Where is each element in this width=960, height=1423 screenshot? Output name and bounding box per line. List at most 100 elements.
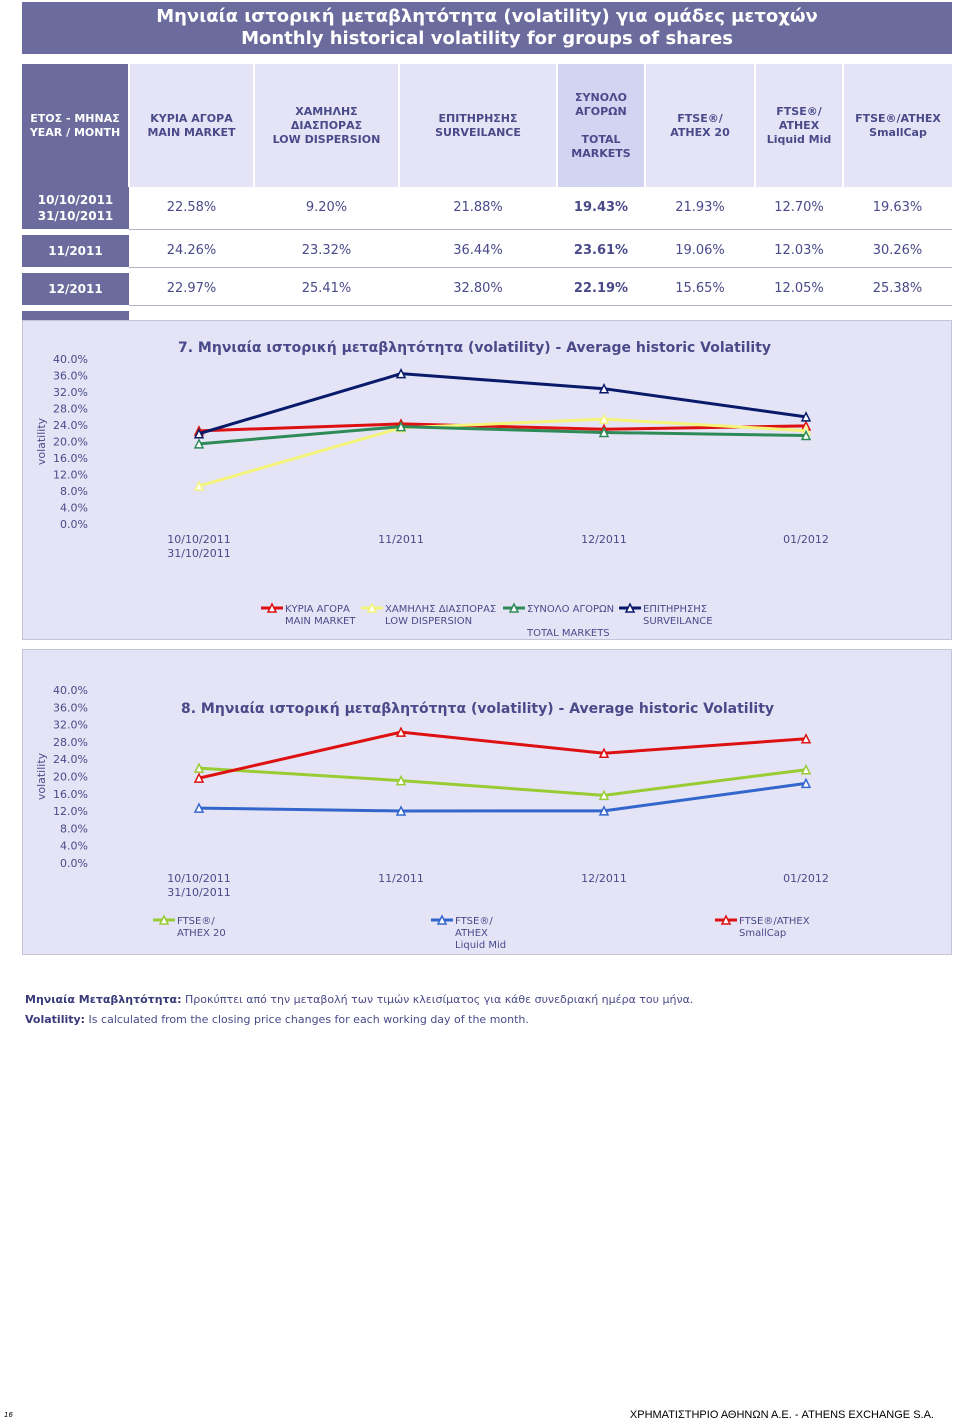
header-line: SURVEILANCE	[435, 125, 521, 139]
legend-marker	[266, 602, 278, 613]
legend-label: FTSE®/	[455, 916, 493, 927]
table-cell: 32.80%	[399, 273, 557, 306]
table-cell: 19.63%	[843, 187, 952, 230]
table-cell: 21.88%	[399, 187, 557, 230]
data-point	[800, 411, 812, 422]
y-tick-label: 16.0%	[53, 788, 88, 801]
y-tick-label: 28.0%	[53, 403, 88, 416]
legend-label: SmallCap	[739, 928, 786, 939]
y-tick-label: 24.0%	[53, 753, 88, 766]
page-footer: ΧΡΗΜΑΤΙΣΤΗΡΙΟ ΑΘΗΝΩΝ Α.Ε. - ATHENS EXCHA…	[629, 1409, 934, 1421]
legend-label: ΣΥΝΟΛΟ ΑΓΟΡΩΝ	[527, 604, 614, 615]
series-line	[198, 422, 807, 433]
row-label-line: 31/10/2011	[37, 208, 114, 223]
data-point	[395, 726, 407, 737]
header-line: MARKETS	[571, 146, 631, 160]
data-point	[598, 789, 610, 801]
legend-label: FTSE®/	[177, 916, 215, 927]
table-cell: 12.05%	[755, 273, 843, 306]
legend-label: ATHEX 20	[177, 928, 226, 939]
data-point	[193, 762, 205, 773]
table-cell: 25.41%	[254, 273, 399, 306]
table-cell: 19.43%	[557, 187, 645, 230]
header-line: ΕΠΙΤΗΡΗΣΗΣ	[438, 111, 518, 125]
table-cell: 12.03%	[755, 235, 843, 268]
table-row: 12/2011 22.97% 25.41% 32.80% 22.19% 15.65% 12.…	[22, 273, 952, 306]
header-ftse-smallcap: FTSE®/ATHEX SmallCap	[842, 64, 952, 187]
legend-item: FTSE®/ATHEX 20	[153, 914, 226, 939]
table-cell: 23.61%	[557, 235, 645, 268]
header-line	[562, 119, 640, 133]
x-tick-label: 10/10/2011	[167, 533, 230, 546]
chart-8-volatility-ftse: 8. Μηνιαία ιστορική μεταβλητότητα (volat…	[22, 649, 952, 955]
legend-label: ΧΑΜΗΛΗΣ ΔΙΑΣΠΟΡΑΣ	[385, 604, 496, 615]
data-point	[193, 772, 205, 783]
y-tick-label: 16.0%	[53, 452, 88, 465]
data-point	[598, 747, 610, 758]
table-cell: 24.26%	[129, 235, 254, 268]
row-label-line: 11/2011	[48, 243, 103, 258]
header-line: ΕΤΟΣ - ΜΗΝΑΣ	[30, 111, 120, 125]
table-cell: 23.32%	[254, 235, 399, 268]
row-label: 11/2011	[22, 235, 129, 268]
y-tick-label: 36.0%	[53, 701, 88, 714]
data-point	[800, 777, 812, 789]
volatility-table: ΕΤΟΣ - ΜΗΝΑΣ YEAR / MONTH ΚΥΡΙΑ ΑΓΟΡΑ MAIN …	[22, 64, 952, 344]
y-tick-label: 8.0%	[60, 822, 88, 835]
y-tick-label: 12.0%	[53, 469, 88, 482]
header-line: ΧΑΜΗΛΗΣ ΔΙΑΣΠΟΡΑΣ	[290, 104, 363, 132]
y-tick-label: 40.0%	[53, 353, 88, 366]
series-1	[193, 777, 812, 816]
footnote-greek-text: Προκύπτει από την μεταβολή των τιμών κλε…	[181, 993, 694, 1006]
table-cell: 22.19%	[557, 273, 645, 306]
chart-7-svg: 7. Μηνιαία ιστορική μεταβλητότητα (volat…	[35, 340, 829, 639]
y-tick-label: 4.0%	[60, 502, 88, 515]
series-line	[198, 766, 807, 797]
data-point	[193, 802, 205, 813]
table-row: 11/2011 24.26% 23.32% 36.44% 23.61% 19.06% 12.…	[22, 235, 952, 268]
y-tick-label: 8.0%	[60, 485, 88, 498]
table-cell: 22.97%	[129, 273, 254, 306]
series-line	[198, 425, 807, 446]
y-tick-label: 32.0%	[53, 386, 88, 399]
chart-title: 8. Μηνιαία ιστορική μεταβλητότητα (volat…	[181, 701, 774, 717]
legend-item: ΣΥΝΟΛΟ ΑΓΟΡΩΝ TOTAL MARKETS	[503, 602, 614, 639]
header-line: FTSE®/	[677, 111, 723, 125]
series-3	[193, 368, 812, 439]
table-cell: 22.58%	[129, 187, 254, 230]
header-line: ΣΥΝΟΛΟ	[575, 90, 627, 104]
row-label-line: 10/10/2011	[37, 192, 114, 207]
row-label-line: 12/2011	[48, 281, 103, 296]
legend-label: SURVEILANCE	[643, 616, 713, 627]
legend-label: ΚΥΡΙΑ ΑΓΟΡΑ	[285, 604, 350, 615]
y-tick-label: 4.0%	[60, 840, 88, 853]
x-tick-label: 01/2012	[783, 533, 829, 546]
legend-marker	[508, 602, 520, 613]
table-cell: 36.44%	[399, 235, 557, 268]
data-point	[193, 438, 205, 449]
series-line	[198, 372, 807, 436]
x-tick-label: 01/2012	[783, 872, 829, 885]
y-tick-label: 32.0%	[53, 719, 88, 732]
row-label: 10/10/2011 31/10/2011	[22, 187, 129, 230]
table-cell: 15.65%	[645, 273, 755, 306]
chart-title: 7. Μηνιαία ιστορική μεταβλητότητα (volat…	[178, 340, 771, 356]
legend-label: LOW DISPERSION	[385, 616, 472, 627]
legend-label: Liquid Mid	[455, 940, 506, 951]
header-line: ATHEX 20	[670, 125, 730, 139]
data-point	[193, 428, 205, 439]
x-tick-label: 11/2011	[378, 872, 424, 885]
header-year-month: ΕΤΟΣ - ΜΗΝΑΣ YEAR / MONTH	[22, 64, 129, 187]
table-cell: 12.70%	[755, 187, 843, 230]
legend-label: ATHEX	[455, 928, 488, 939]
table-cell: 19.06%	[645, 235, 755, 268]
header-line: YEAR / MONTH	[29, 125, 121, 139]
header-line: ATHEX	[778, 118, 820, 132]
series-line	[198, 417, 807, 488]
legend-label: FTSE®/ATHEX	[739, 916, 810, 927]
x-tick-label: 12/2011	[581, 872, 627, 885]
